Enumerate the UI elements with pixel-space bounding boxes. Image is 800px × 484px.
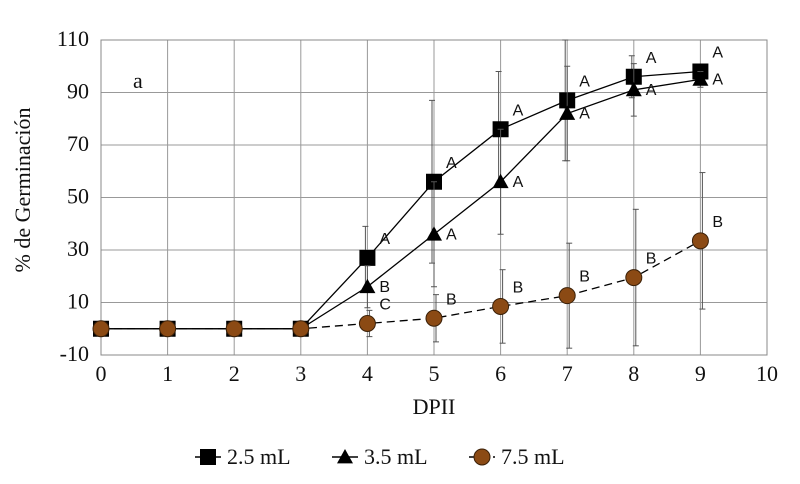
x-tick-label: 2 — [229, 361, 240, 386]
significance-letter: B — [513, 279, 524, 296]
significance-letter: A — [646, 50, 657, 67]
significance-letter: A — [579, 106, 590, 123]
data-point — [492, 173, 509, 189]
y-tick-label: 90 — [67, 79, 89, 104]
data-point — [426, 226, 442, 241]
significance-letter: A — [513, 174, 524, 191]
significance-letter: A — [446, 226, 457, 243]
data-point — [359, 278, 376, 294]
series-line — [101, 70, 701, 330]
x-tick-label: 10 — [756, 361, 778, 386]
legend-label: 2.5 mL — [227, 444, 291, 469]
significance-letter: A — [712, 45, 723, 62]
legend-marker — [337, 449, 353, 464]
y-tick-label: 10 — [67, 289, 89, 314]
significance-letter: A — [646, 82, 657, 99]
x-tick-label: 7 — [562, 361, 573, 386]
x-tick-label: 0 — [96, 361, 107, 386]
data-point — [558, 287, 576, 305]
x-axis-label: DPII — [413, 394, 456, 419]
y-tick-label: 70 — [67, 131, 89, 156]
x-tick-label: 3 — [295, 361, 306, 386]
significance-letter: B — [379, 279, 390, 296]
x-tick-label: 6 — [495, 361, 506, 386]
significance-letter: C — [379, 297, 391, 314]
data-point — [225, 320, 243, 338]
y-tick-label: 30 — [67, 236, 89, 261]
x-tick-label: 9 — [695, 361, 706, 386]
legend-label: 3.5 mL — [364, 444, 428, 469]
x-tick-label: 4 — [362, 361, 373, 386]
legend-label: 7.5 mL — [501, 444, 565, 469]
data-point — [559, 105, 576, 120]
y-axis-label: % de Germinación — [10, 108, 35, 273]
data-point — [492, 297, 510, 315]
legend: 2.5 mL 3.5 mL 7.5 mL — [195, 444, 565, 469]
significance-letter: A — [379, 231, 390, 248]
y-tick-label: 50 — [67, 184, 89, 209]
plot-border — [100, 39, 768, 356]
data-point — [691, 232, 709, 250]
legend-marker — [200, 449, 216, 465]
y-tick-label: 110 — [57, 26, 89, 51]
data-point — [359, 249, 376, 266]
data-point — [425, 309, 443, 327]
legend-marker — [473, 448, 491, 466]
data-point — [625, 81, 642, 97]
x-tick-label: 8 — [628, 361, 639, 386]
x-tick-label: 1 — [162, 361, 173, 386]
series-line — [101, 78, 701, 330]
data-point — [159, 320, 177, 338]
significance-letter: B — [446, 291, 457, 308]
significance-letter: B — [646, 251, 657, 268]
data-point — [358, 315, 376, 332]
data-point — [625, 269, 643, 287]
data-point — [692, 71, 709, 86]
y-tick-label: -10 — [60, 341, 89, 366]
x-tick-label: 5 — [429, 361, 440, 386]
significance-letter: B — [712, 214, 723, 231]
significance-letter: A — [712, 71, 723, 88]
significance-letter: A — [579, 73, 590, 90]
axes: 0 1 2 3 4 5 6 7 8 9 10 -10 10 30 50 70 90 110 — [57, 26, 778, 386]
series-line — [101, 240, 701, 330]
data-point — [292, 320, 310, 338]
significance-letter: B — [579, 269, 590, 286]
significance-letter: A — [446, 155, 457, 172]
data-point — [92, 320, 110, 338]
panel-label: a — [133, 68, 143, 93]
significance-letter: A — [513, 102, 524, 119]
